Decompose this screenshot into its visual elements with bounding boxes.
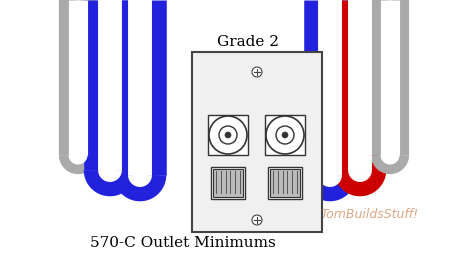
Circle shape [252, 215, 262, 225]
Circle shape [225, 132, 231, 138]
FancyBboxPatch shape [213, 169, 243, 197]
FancyBboxPatch shape [208, 115, 248, 155]
Circle shape [219, 126, 237, 144]
FancyBboxPatch shape [265, 115, 305, 155]
Circle shape [209, 116, 247, 154]
Circle shape [252, 67, 262, 77]
FancyBboxPatch shape [268, 167, 302, 199]
Text: Grade 2: Grade 2 [217, 35, 279, 49]
Circle shape [276, 126, 294, 144]
Circle shape [282, 132, 288, 138]
Text: 570-C Outlet Minimums: 570-C Outlet Minimums [90, 236, 276, 250]
Text: TomBuildsStuff!: TomBuildsStuff! [320, 209, 418, 221]
FancyBboxPatch shape [211, 167, 245, 199]
FancyBboxPatch shape [270, 169, 300, 197]
FancyBboxPatch shape [192, 52, 322, 232]
Circle shape [266, 116, 304, 154]
